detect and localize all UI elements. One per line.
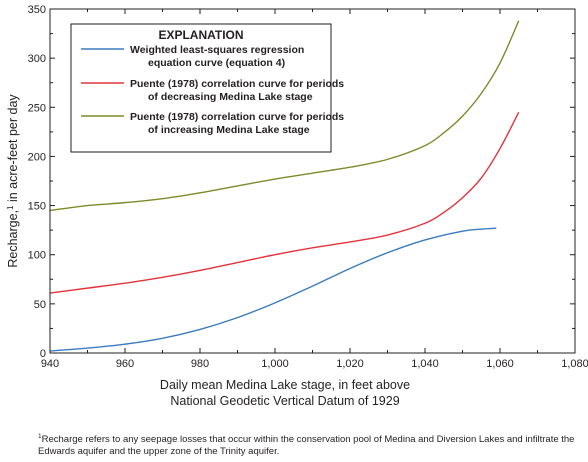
y-tick-label: 150 xyxy=(28,201,46,213)
legend-label-0-line-0: Weighted least-squares regression xyxy=(130,44,304,56)
series-line-1 xyxy=(49,111,520,294)
x-tick-label: 1,020 xyxy=(336,358,364,370)
footnote-text: Recharge refers to any seepage losses th… xyxy=(38,434,575,457)
series-line-0 xyxy=(49,227,497,352)
legend-box xyxy=(70,23,332,153)
x-tick-label: 1,080 xyxy=(561,358,588,370)
legend-label-2-line-0: Puente (1978) correlation curve for peri… xyxy=(130,111,344,123)
y-axis-label-footnote-mark: 1 xyxy=(6,205,15,210)
y-tick-label: 0 xyxy=(40,348,46,360)
y-tick-label: 250 xyxy=(28,102,46,114)
legend-label-1-line-0: Puente (1978) correlation curve for peri… xyxy=(130,78,344,90)
y-tick-label: 350 xyxy=(28,4,46,16)
y-axis-label-start: Recharge, xyxy=(6,210,20,268)
y-tick-label: 200 xyxy=(28,151,46,163)
legend-title: EXPLANATION xyxy=(158,28,243,42)
footnote-mark: 1 xyxy=(38,433,42,440)
legend-label-2-line-1: of increasing Medina Lake stage xyxy=(148,124,310,136)
y-axis-label: Recharge,1 in acre-feet per day xyxy=(6,94,20,268)
footnote: 1Recharge refers to any seepage losses t… xyxy=(38,431,583,458)
series-line-2 xyxy=(49,20,520,212)
y-tick-label: 50 xyxy=(34,299,46,311)
legend-label-1-line-1: of decreasing Medina Lake stage xyxy=(148,91,313,103)
y-tick-label: 100 xyxy=(28,250,46,262)
x-axis-label-line-1: Daily mean Medina Lake stage, in feet ab… xyxy=(160,378,410,392)
x-axis-label-line-2: National Geodetic Vertical Datum of 1929 xyxy=(170,394,399,408)
legend-label-0-line-1: equation curve (equation 4) xyxy=(148,57,285,69)
y-tick-label: 300 xyxy=(28,53,46,65)
x-tick-label: 1,000 xyxy=(261,358,289,370)
x-tick-label: 960 xyxy=(116,358,134,370)
x-tick-label: 980 xyxy=(191,358,209,370)
x-tick-label: 1,060 xyxy=(486,358,514,370)
x-tick-label: 940 xyxy=(41,358,59,370)
x-tick-label: 1,040 xyxy=(411,358,439,370)
y-axis-label-end: in acre-feet per day xyxy=(6,94,20,206)
